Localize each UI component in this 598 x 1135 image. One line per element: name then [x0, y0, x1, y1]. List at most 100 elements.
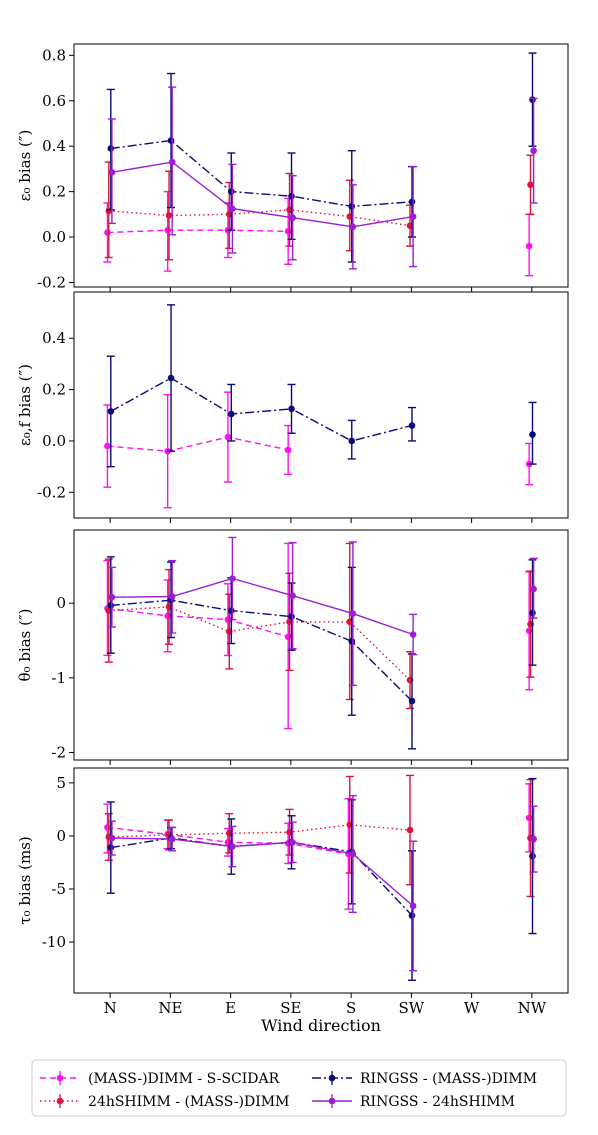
- data-point: [108, 834, 116, 842]
- data-point: [408, 912, 416, 919]
- series-line: [108, 209, 411, 227]
- y-tick-label: -10: [42, 933, 66, 951]
- data-point: [288, 405, 295, 413]
- y-tick-label: 0.2: [42, 183, 66, 201]
- data-point: [348, 203, 356, 210]
- panel-2: -0.2 0.0 0.2 0.4 ε₀,f bias (″): [16, 291, 569, 523]
- panel-frame: [73, 43, 569, 288]
- data-point: [229, 843, 236, 850]
- data-point: [525, 627, 533, 635]
- data-point: [288, 613, 295, 620]
- data-point: [107, 145, 115, 152]
- data-point: [529, 96, 536, 103]
- data-point: [168, 593, 176, 600]
- legend-frame: [31, 1059, 567, 1117]
- data-point: [104, 442, 111, 450]
- data-point: [229, 575, 236, 582]
- legend-marker: [56, 1097, 64, 1105]
- data-point: [525, 242, 533, 250]
- y-tick-label: 0.0: [42, 432, 66, 450]
- x-tick-label: NW: [518, 999, 547, 1017]
- panel-frame: [73, 291, 569, 519]
- data-point: [108, 593, 116, 601]
- legend-entry-ringss_shimm: RINGSS - 24hSHIMM: [312, 1094, 515, 1110]
- series-line: [110, 837, 413, 916]
- legend-entry-shimm_dimm: 24hSHIMM - (MASS-)DIMM: [40, 1094, 289, 1110]
- data-point: [408, 198, 416, 206]
- y-tick-label: 0: [56, 594, 66, 612]
- y-axis-label: τ₀ bias (ms): [16, 836, 34, 925]
- data-point: [349, 850, 357, 858]
- y-tick-label: 0.8: [42, 46, 66, 64]
- series-dimm_sscidar: [103, 542, 534, 730]
- series-shimm_dimm: [104, 542, 535, 710]
- data-point: [349, 223, 357, 231]
- y-tick-label: 0.2: [42, 381, 66, 399]
- data-point: [408, 422, 416, 429]
- y-tick-label: -0.2: [37, 483, 66, 501]
- series-ringss_dimm: [106, 777, 537, 981]
- series-line: [108, 824, 411, 838]
- data-point: [529, 431, 536, 438]
- series-line: [111, 161, 414, 228]
- series-line: [110, 377, 413, 442]
- data-point: [284, 228, 292, 235]
- data-point: [289, 214, 296, 222]
- data-point: [164, 226, 171, 234]
- data-point: [107, 408, 115, 415]
- data-point: [104, 824, 111, 831]
- data-point: [108, 169, 116, 176]
- legend-marker: [328, 1097, 336, 1105]
- y-tick-label: -1: [51, 669, 66, 687]
- y-tick-label: 0.0: [42, 228, 66, 246]
- series-dimm_sscidar: [103, 190, 534, 277]
- data-point: [530, 585, 537, 593]
- y-tick-label: -5: [51, 880, 66, 898]
- panel-1: -0.2 0.0 0.2 0.4 0.6 0.8 ε₀ bias (″): [16, 43, 569, 292]
- data-point: [167, 137, 175, 144]
- data-point: [104, 229, 111, 236]
- data-point: [348, 437, 356, 445]
- data-point: [227, 410, 235, 418]
- data-point: [408, 697, 416, 705]
- data-point: [229, 205, 236, 212]
- x-tick-label: E: [225, 999, 236, 1017]
- legend-label: RINGSS - 24hSHIMM: [360, 1094, 515, 1110]
- series-line: [110, 139, 413, 208]
- data-point: [289, 838, 296, 846]
- y-tick-label: 5: [56, 774, 66, 792]
- data-point: [349, 610, 357, 617]
- y-tick-label: 0.4: [42, 137, 66, 155]
- series-ringss_dimm: [106, 556, 537, 750]
- series-ringss_dimm: [106, 304, 537, 468]
- panel-3: -2 -1 0 θ₀ bias (″): [16, 529, 569, 765]
- data-point: [164, 612, 171, 620]
- data-point: [165, 212, 173, 219]
- y-tick-label: 0.4: [42, 329, 66, 347]
- x-tick-label: S: [346, 999, 356, 1017]
- data-point: [348, 637, 356, 645]
- y-axis-label: ε₀,f bias (″): [16, 364, 34, 446]
- data-point: [530, 147, 537, 155]
- data-point: [227, 607, 235, 614]
- legend-marker: [56, 1074, 64, 1082]
- data-point: [409, 902, 417, 910]
- data-point: [409, 631, 417, 638]
- data-point: [288, 192, 295, 200]
- series-line: [108, 606, 411, 681]
- series-line: [107, 229, 289, 234]
- data-point: [227, 188, 235, 195]
- series-line: [111, 837, 414, 907]
- y-axis-label: ε₀ bias (″): [16, 130, 34, 202]
- y-tick-label: 0.6: [42, 92, 66, 110]
- legend: (MASS-)DIMM - S-SCIDAR RINGSS - (MASS-)DI…: [31, 1059, 567, 1117]
- y-tick-label: -2: [51, 744, 66, 762]
- legend-label: (MASS-)DIMM - S-SCIDAR: [88, 1071, 280, 1087]
- x-tick-label: SW: [399, 999, 425, 1017]
- series-ringss_shimm: [107, 536, 538, 687]
- panel-frame: [73, 529, 569, 761]
- series-ringss_shimm: [107, 86, 538, 270]
- x-tick-label: SE: [280, 999, 301, 1017]
